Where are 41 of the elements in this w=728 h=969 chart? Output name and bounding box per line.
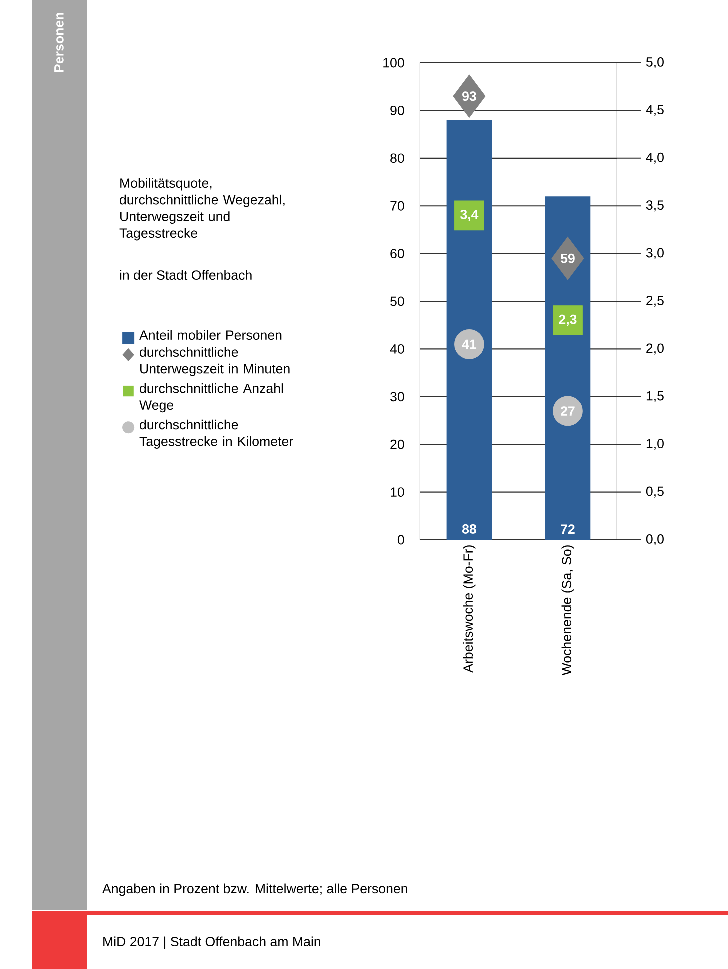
y2-tick-label: 2,0 [646, 344, 664, 355]
y2-tick-label: 4,0 [646, 152, 664, 164]
legend-label: Anteil mobiler Personen [139, 330, 282, 340]
data-label: 27 [560, 406, 575, 416]
y2-tick-label: 4,5 [646, 105, 664, 116]
x-tick-label: Wochenende (Sa, So) [562, 546, 574, 676]
point [453, 74, 486, 118]
y-tick-label: 60 [390, 249, 404, 259]
data-label: 3,4 [460, 210, 479, 222]
y-tick-label: 90 [390, 106, 404, 116]
y-tick-label: 70 [390, 201, 404, 211]
y2-tick-label: 3,5 [646, 200, 664, 212]
data-label: 59 [560, 254, 575, 264]
y-tick-label: 20 [390, 440, 404, 450]
y2-tick-label: 0,5 [646, 486, 664, 498]
y-tick-label: 0 [398, 535, 404, 545]
y-tick-label: 40 [390, 344, 404, 354]
text: MiD 2017 | Stadt Offenbach am Main [103, 936, 320, 950]
text: Personen [54, 13, 64, 72]
data-label: 2,3 [559, 314, 577, 326]
text: Mobilitätsquote, durchschnittliche Wegezahl, Unterwegszeit und Tagesstrecke [120, 178, 285, 241]
y2-tick-label: 1,5 [646, 391, 664, 402]
text: Angaben in Prozent bzw. Mittelwerte; alle Personen [102, 884, 408, 896]
y-tick-label: 10 [390, 488, 404, 498]
legend-label: durchschnittliche Tagesstrecke in Kilometer [140, 420, 294, 449]
y2-tick-label: 0,0 [646, 534, 664, 546]
y-tick-label: 50 [390, 296, 404, 306]
data-label: 41 [462, 340, 476, 350]
y-tick-label: 30 [390, 392, 404, 402]
data-label: 93 [462, 92, 476, 102]
y2-tick-label: 1,0 [646, 439, 664, 450]
y-tick-label: 80 [390, 154, 404, 164]
data-label: 72 [561, 524, 575, 534]
text: in der Stadt Offenbach [120, 270, 252, 280]
y2-tick-label: 5,0 [646, 58, 664, 69]
y2-tick-label: 2,5 [646, 296, 664, 308]
x-tick-label: Arbeitswoche (Mo-Fr) [463, 546, 476, 673]
point [552, 236, 584, 280]
y-tick-label: 100 [384, 58, 404, 68]
data-label: 88 [462, 524, 476, 534]
y2-tick-label: 3,0 [646, 248, 664, 260]
